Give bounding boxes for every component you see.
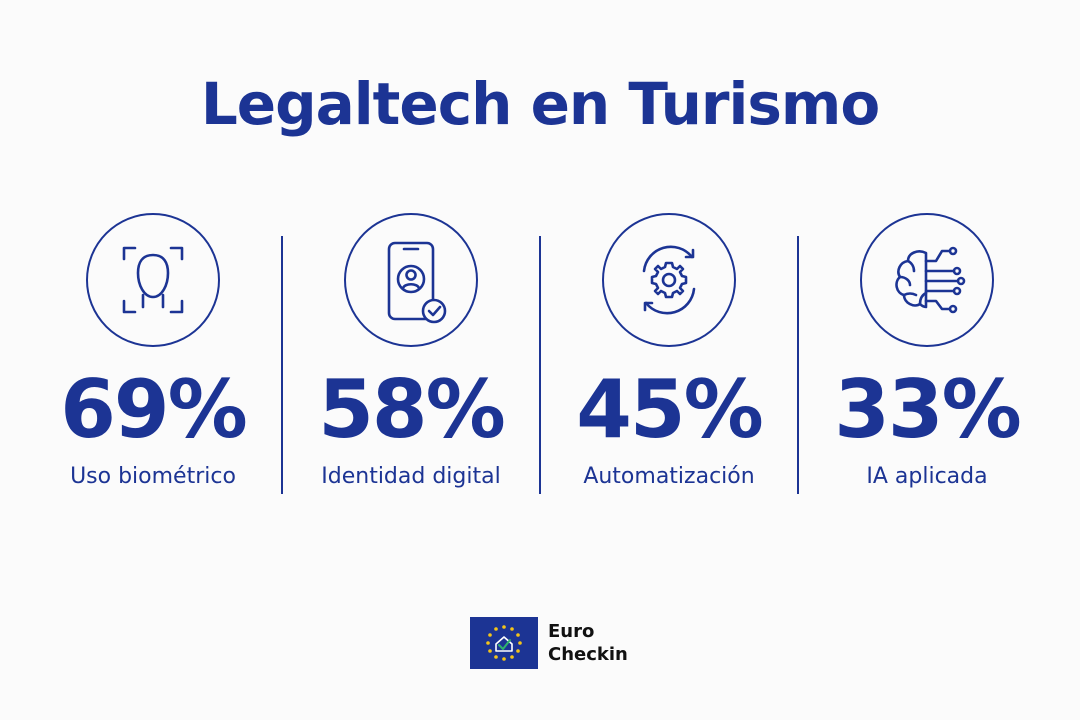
divider (539, 236, 541, 494)
stat-biometric: 69% Uso biométrico (24, 210, 282, 510)
page-title: Legaltech en Turismo (200, 70, 880, 138)
brand-name: Euro Checkin (548, 620, 648, 666)
face-scan-icon (86, 213, 220, 347)
divider (797, 236, 799, 494)
stat-digital-identity: 58% Identidad digital (282, 210, 540, 510)
stats-row: 69% Uso biométrico 58% Identidad digital (24, 210, 1056, 510)
ai-brain-icon (860, 213, 994, 347)
divider (281, 236, 283, 494)
stat-value: 58% (318, 363, 505, 456)
stat-value: 45% (576, 363, 763, 456)
brand-logo: Euro Checkin (470, 617, 650, 671)
gear-cycle-icon (602, 213, 736, 347)
stat-label: IA aplicada (866, 464, 988, 489)
stat-label: Uso biométrico (70, 464, 236, 489)
stat-value: 33% (834, 363, 1021, 456)
phone-identity-icon (344, 213, 478, 347)
stat-label: Identidad digital (321, 464, 501, 489)
brand-name-line2: Checkin (548, 644, 628, 665)
eu-flag-house-check-icon (470, 617, 538, 669)
stat-automation: 45% Automatización (540, 210, 798, 510)
stat-value: 69% (60, 363, 247, 456)
brand-name-line1: Euro (548, 621, 595, 642)
stat-label: Automatización (583, 464, 755, 489)
stat-ai: 33% IA aplicada (798, 210, 1056, 510)
